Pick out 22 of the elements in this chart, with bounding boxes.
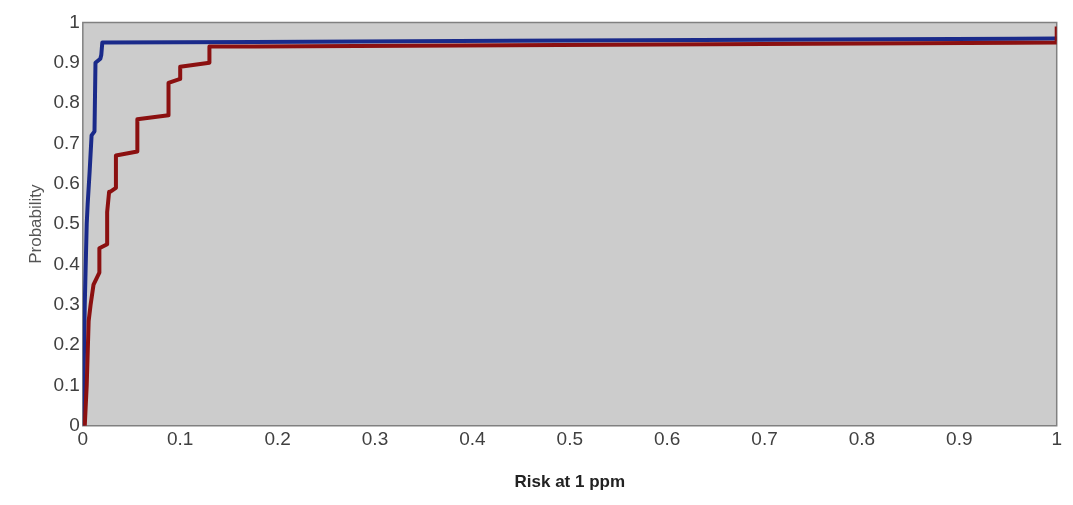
y-tick-label: 0.1 bbox=[53, 373, 80, 395]
y-tick-label: 0.3 bbox=[53, 293, 80, 315]
x-tick-label: 0.5 bbox=[556, 428, 583, 450]
x-axis-title: Risk at 1 ppm bbox=[514, 472, 626, 492]
x-tick-label: 0.9 bbox=[946, 428, 973, 450]
y-tick-label: 0.9 bbox=[53, 50, 80, 72]
y-tick-label: 1 bbox=[69, 10, 80, 32]
x-tick-label: 0.2 bbox=[264, 428, 291, 450]
y-tick-label: 0.7 bbox=[53, 131, 80, 153]
x-tick-label: 0.1 bbox=[166, 428, 194, 450]
y-tick-label: 0.6 bbox=[53, 171, 80, 193]
y-tick-label: 0.5 bbox=[53, 212, 80, 234]
x-tick-label: 0.6 bbox=[653, 428, 681, 450]
x-tick-label: 0.3 bbox=[361, 428, 389, 450]
y-axis-title: Probability bbox=[25, 183, 45, 264]
y-tick-label: 0.8 bbox=[53, 91, 80, 113]
y-tick-label: 0.4 bbox=[53, 252, 81, 274]
x-tick-label: 1 bbox=[1051, 428, 1063, 450]
x-tick-label: 0.7 bbox=[751, 428, 778, 450]
y-tick-label: 0.2 bbox=[53, 333, 80, 355]
x-tick-label: 0.4 bbox=[459, 428, 487, 450]
x-tick-label: 0.8 bbox=[848, 428, 876, 450]
